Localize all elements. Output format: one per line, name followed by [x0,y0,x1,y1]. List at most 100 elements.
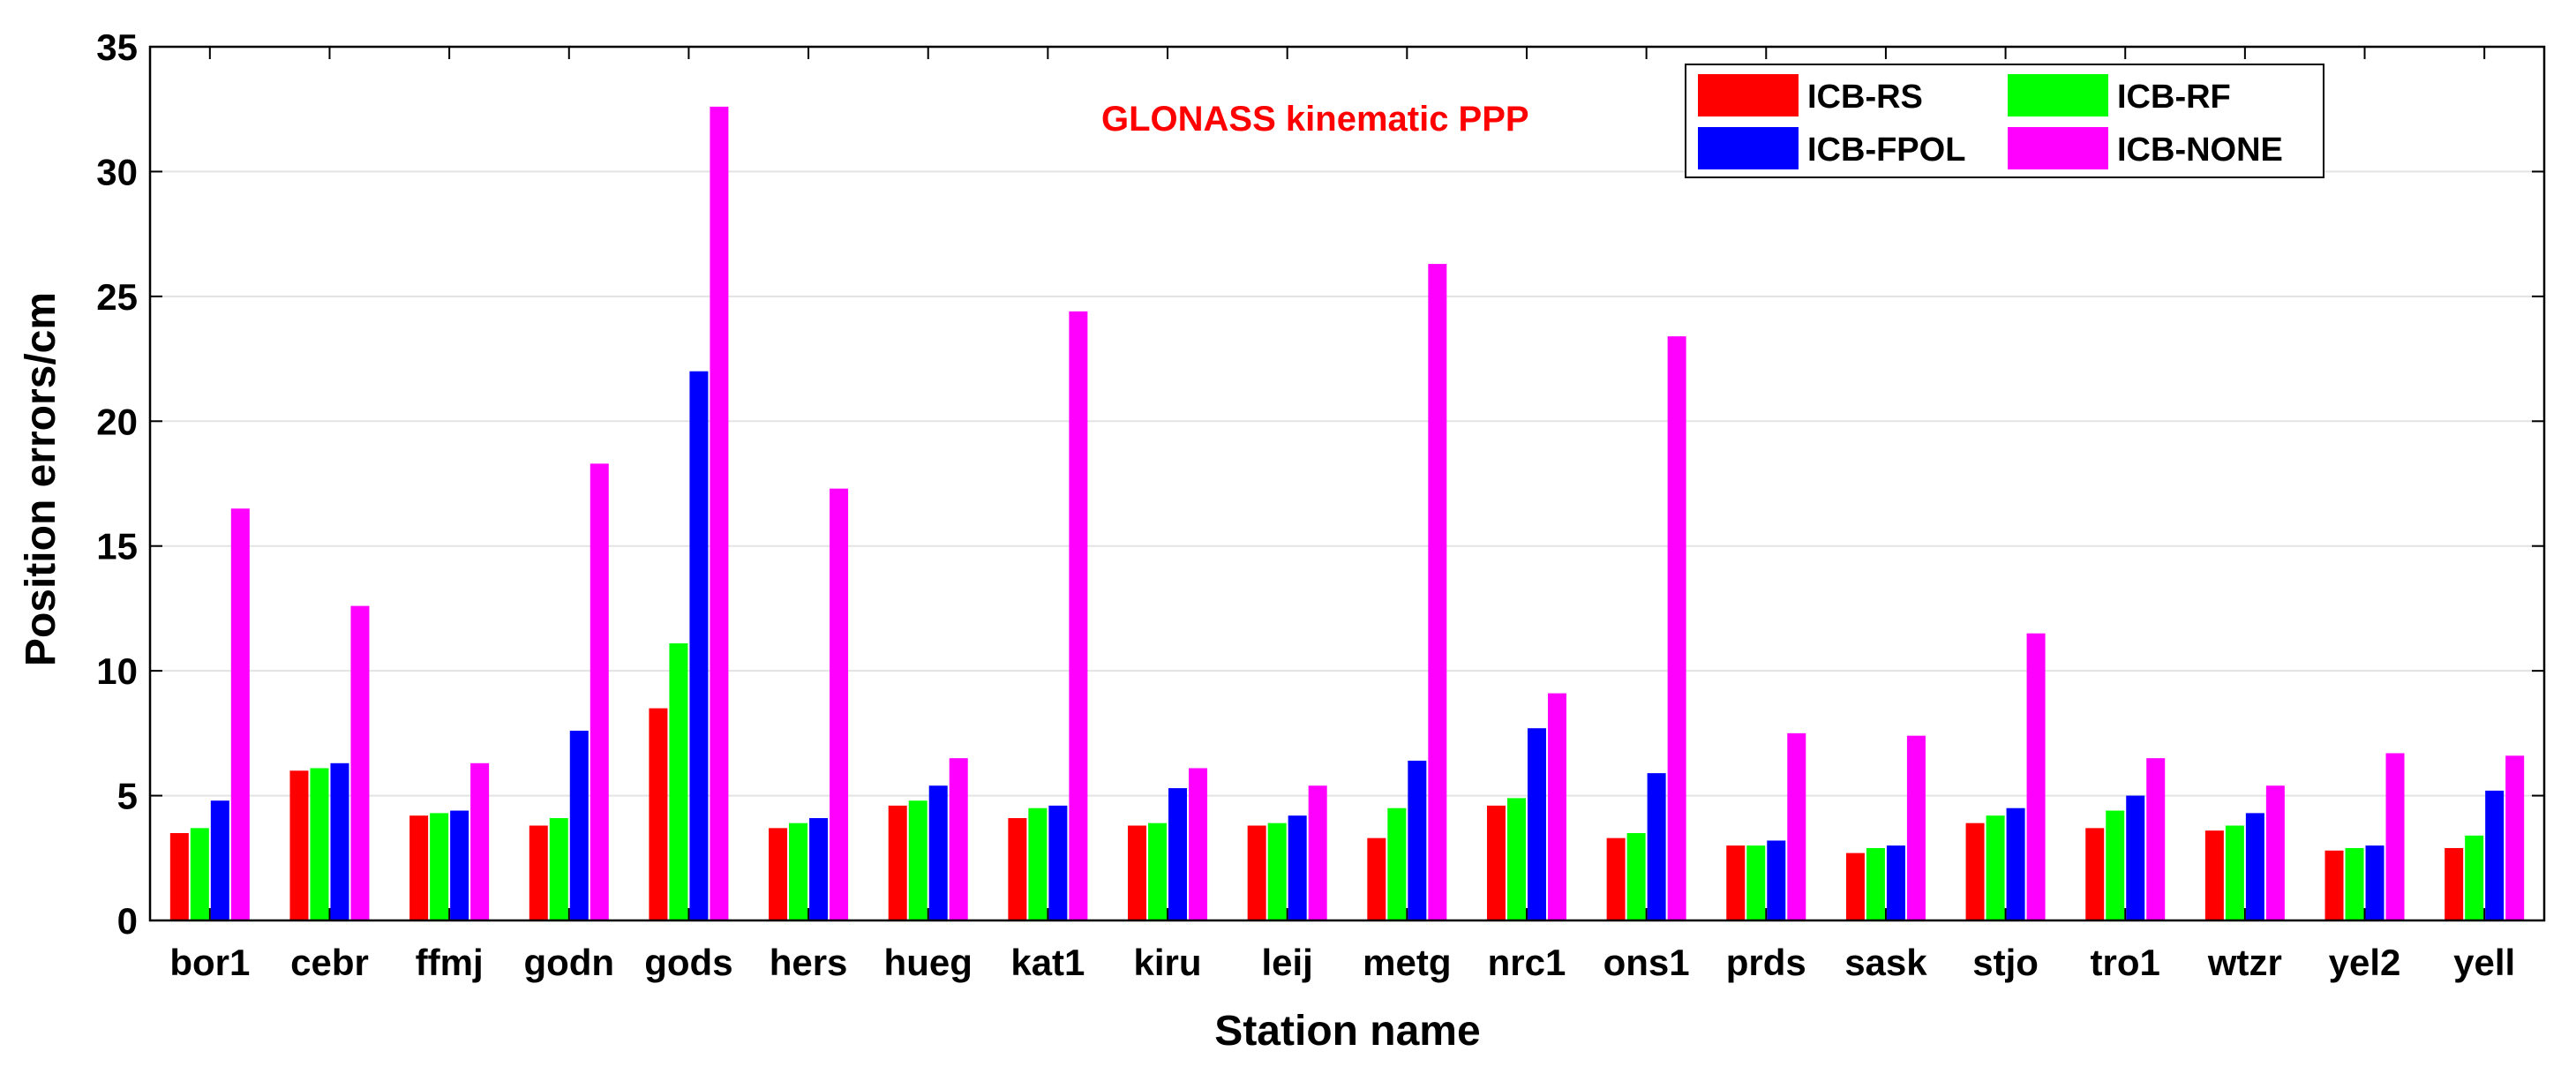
legend-label-icb-rf: ICB-RF [2117,79,2231,116]
bar-icb-none-kat1 [1069,311,1088,920]
bar-icb-rs-bor1 [169,833,189,920]
bar-icb-rf-ons1 [1626,833,1646,920]
bar-icb-fpol-stjo [2006,807,2025,920]
x-tick-label: bor1 [169,942,250,983]
x-tick-label: kiru [1134,942,1202,983]
gridlines [150,170,2544,797]
bar-icb-rf-stjo [1986,815,2005,920]
y-axis-title: Position errors/cm [18,292,64,666]
x-tick-label: prds [1726,942,1806,983]
bar-icb-rf-sask [1866,847,1885,920]
bar-icb-rf-gods [669,643,688,920]
bar-icb-fpol-yel2 [2365,845,2384,920]
bar-icb-rf-leij [1267,822,1287,920]
x-tick-label: leij [1261,942,1312,983]
bar-icb-fpol-gods [689,371,709,920]
bar-icb-rf-nrc1 [1506,798,1526,920]
bar-icb-fpol-tro1 [2126,795,2145,920]
bar-icb-none-hers [830,488,849,920]
x-tick-label: gods [644,942,732,983]
bar-icb-fpol-nrc1 [1527,728,1546,920]
bar-icb-fpol-hers [809,818,829,920]
y-tick-label: 15 [96,526,138,567]
bar-icb-rf-kiru [1148,822,1168,920]
axes-box [148,45,2546,922]
bar-icb-fpol-leij [1288,815,1307,920]
bars [169,106,2525,921]
bar-icb-rf-hueg [908,800,928,920]
x-tick-label: kat1 [1010,942,1085,983]
bar-icb-fpol-yell [2485,790,2505,920]
x-tick-label: metg [1363,942,1451,983]
legend-swatch-icb-rs [1698,74,1799,116]
bar-icb-rs-metg [1367,837,1386,920]
bar-icb-rf-yell [2465,835,2484,920]
bar-icb-none-prds [1787,732,1806,920]
bar-icb-none-hueg [949,758,968,920]
bar-icb-fpol-godn [569,731,589,920]
bar-icb-rs-gods [649,708,668,920]
bar-icb-fpol-cebr [330,762,349,920]
bar-icb-rs-hueg [888,805,907,920]
x-tick-label: stjo [1972,942,2039,983]
x-tick-label: sask [1844,942,1927,983]
bar-icb-none-ons1 [1667,336,1686,921]
y-tick-label: 35 [96,26,138,68]
legend-swatch-icb-none [2008,127,2108,169]
bar-icb-fpol-ons1 [1647,773,1666,920]
bar-icb-none-metg [1428,264,1447,921]
bar-icb-fpol-metg [1408,760,1427,920]
y-tick-label: 25 [96,276,138,318]
bar-icb-rf-tro1 [2106,810,2125,920]
bar-icb-rs-leij [1247,825,1266,920]
x-tick-label: yel2 [2329,942,2401,983]
x-axis-title: Station name [1214,1008,1480,1055]
bar-icb-fpol-bor1 [210,800,229,920]
y-tick-label: 30 [96,151,138,192]
legend-label-icb-fpol: ICB-FPOL [1807,131,1965,169]
bar-icb-rf-ffmj [430,813,449,920]
bar-icb-fpol-sask [1886,845,1905,920]
x-tick-label: tro1 [2091,942,2160,983]
chart-annotation: GLONASS kinematic PPP [1101,100,1529,139]
bar-icb-fpol-wtzr [2245,813,2264,920]
bar-icb-rs-godn [529,825,548,920]
x-tick-label: yell [2453,942,2515,983]
bar-icb-rf-hers [789,822,808,920]
bar-icb-rs-nrc1 [1486,805,1506,920]
bar-icb-none-wtzr [2265,785,2285,920]
x-tick-label: nrc1 [1488,942,1566,983]
x-tick-labels: bor1 cebr ffmj godn gods hers hueg kat1 kiru leij… [169,942,2515,983]
bar-icb-none-bor1 [230,508,250,920]
bar-icb-rs-prds [1726,845,1746,920]
bar-icb-none-kiru [1189,768,1208,920]
bar-icb-rf-godn [549,818,568,920]
bar-icb-none-cebr [350,605,370,920]
bar-icb-rf-kat1 [1028,807,1048,920]
y-tick-label: 5 [117,776,138,817]
legend-label-icb-rs: ICB-RS [1807,79,1923,116]
bar-icb-rf-metg [1387,807,1407,920]
bar-icb-none-tro1 [2146,758,2166,920]
bar-icb-fpol-ffmj [450,810,469,920]
bar-icb-rs-yell [2445,847,2464,920]
axes [148,45,2546,922]
legend-swatch-icb-fpol [1698,127,1799,169]
x-tick-label: hers [770,942,848,983]
bar-icb-rf-prds [1746,845,1766,920]
bar-icb-none-gods [710,106,729,920]
bar-icb-none-godn [590,463,609,920]
bar-icb-none-yell [2505,755,2525,920]
legend: ICB-RS ICB-RF ICB-FPOL ICB-NONE [1685,64,2324,178]
bar-icb-rs-hers [769,828,788,920]
bar-icb-none-nrc1 [1547,693,1566,920]
y-tick-label: 10 [96,650,138,692]
x-tick-label: ons1 [1603,942,1690,983]
x-tick-label: hueg [884,942,973,983]
bar-icb-rs-kiru [1128,825,1147,920]
bar-icb-rs-kat1 [1008,818,1027,920]
x-tick-label: cebr [290,942,369,983]
bar-icb-fpol-prds [1767,840,1786,920]
bar-icb-none-stjo [2026,633,2046,920]
